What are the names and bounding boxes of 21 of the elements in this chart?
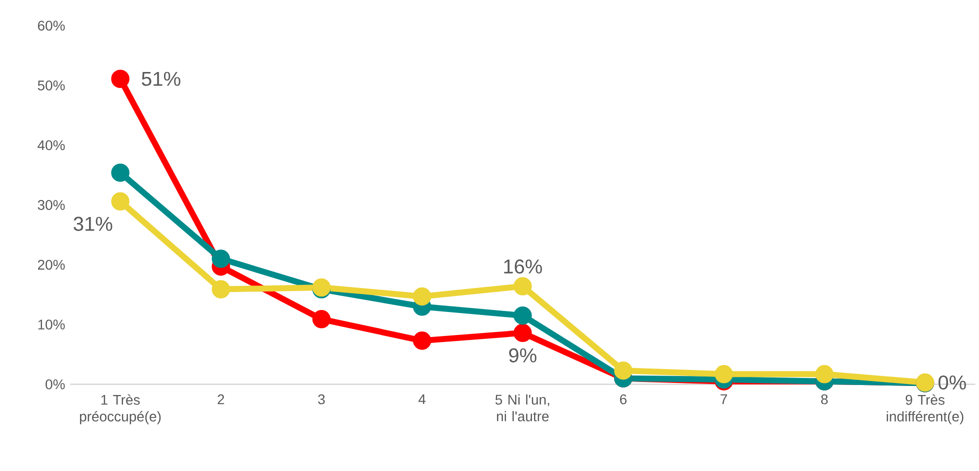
y-tick-label: 30% [38, 200, 65, 210]
x-tick-label: 7 [720, 394, 728, 404]
y-tick-label: 10% [38, 320, 65, 330]
y-tick-label: 50% [38, 80, 65, 90]
data-label: 0% [938, 375, 966, 390]
x-tick-label: 2 [218, 394, 224, 404]
x-tick-label: 1 Très préoccupé(e) [80, 394, 161, 424]
data-label: 16% [504, 259, 542, 274]
x-tick-label: 9 Très indifférent(e) [886, 394, 964, 424]
data-label: 31% [74, 216, 112, 231]
x-tick-label: 6 [620, 394, 627, 404]
data-label: 9% [509, 348, 536, 362]
y-tick-label: 40% [38, 140, 65, 150]
x-tick-label: 4 [418, 394, 426, 404]
x-tick-label: 8 [821, 394, 828, 404]
data-label: 51% [142, 72, 180, 86]
x-tick-label: 5 Ni l'un, ni l'autre [495, 394, 550, 422]
y-tick-label: 20% [38, 260, 65, 270]
x-tick-label: 3 [318, 394, 325, 404]
y-tick-label: 0% [46, 379, 65, 390]
y-tick-label: 60% [38, 20, 65, 31]
